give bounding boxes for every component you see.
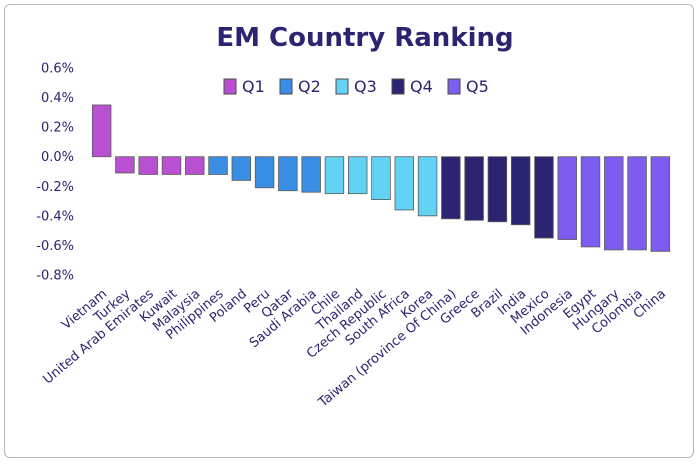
bar-poland [231, 156, 252, 181]
bar-kuwait [161, 156, 182, 175]
bar-turkey [115, 156, 135, 174]
chart-frame [4, 4, 694, 458]
bar-chile [324, 156, 345, 195]
bars [91, 104, 671, 252]
bar-saudi-arabia [301, 156, 321, 193]
bar-malaysia [185, 156, 205, 175]
bar-peru [254, 156, 275, 189]
bar-mexico [534, 156, 554, 239]
bar-greece [464, 156, 484, 221]
legend-label-q4: Q4 [410, 77, 433, 96]
bar-philippines [208, 156, 228, 175]
y-axis: 0.6% 0.4% 0.2% 0.0% -0.2% -0.4% -0.6% -0.8% [36, 62, 74, 284]
legend: Q1 Q2 Q3 Q4 Q5 [223, 77, 489, 96]
bar-vietnam [91, 104, 112, 158]
y-tick-label: -0.8% [36, 269, 74, 284]
bar-thailand [348, 156, 368, 195]
y-tick-label: -0.4% [36, 209, 74, 224]
bar-india [510, 156, 531, 226]
bar-south-africa [394, 156, 414, 211]
y-tick-label: 0.2% [41, 121, 74, 136]
legend-swatch-q2 [279, 78, 293, 95]
bar-taiwan-province-of-china [441, 156, 461, 220]
legend-swatch-q1 [223, 78, 237, 95]
bar-czech-republic [371, 156, 391, 200]
chart-title: EM Country Ranking [216, 23, 513, 53]
bar-indonesia [557, 156, 577, 240]
y-tick-label: -0.6% [36, 239, 74, 254]
legend-swatch-q5 [447, 78, 461, 95]
bar-egypt [580, 156, 601, 248]
bar-qatar [278, 156, 298, 192]
legend-swatch-q3 [335, 78, 349, 95]
bar-hungary [604, 156, 624, 251]
legend-label-q5: Q5 [466, 77, 489, 96]
bar-korea [417, 156, 438, 217]
bar-colombia [627, 156, 647, 251]
y-tick-label: 0.0% [41, 150, 74, 165]
y-tick-label: 0.6% [41, 62, 74, 77]
bar-china [650, 156, 671, 252]
bar-united-arab-emirates [138, 156, 158, 175]
legend-label-q2: Q2 [298, 77, 321, 96]
bar-brazil [487, 156, 508, 223]
legend-swatch-q4 [391, 78, 405, 95]
y-tick-label: -0.2% [36, 180, 74, 195]
legend-label-q3: Q3 [354, 77, 377, 96]
legend-label-q1: Q1 [242, 77, 265, 96]
y-tick-label: 0.4% [41, 91, 74, 106]
